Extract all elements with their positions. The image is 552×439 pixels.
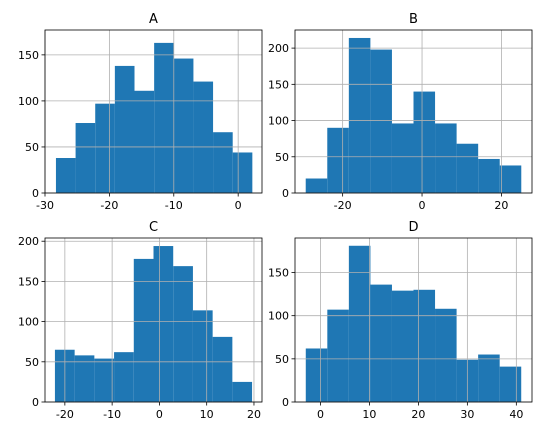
y-tick-label: 0 [282,187,289,200]
bar [327,127,349,193]
bar [75,123,96,193]
x-tick-label: 20 [411,408,425,421]
x-tick-label: 0 [317,408,324,421]
bar [370,284,392,402]
x-tick-label: 10 [362,408,376,421]
bar [114,65,135,193]
y-tick-label: 150 [18,275,39,288]
x-tick-label: 0 [156,408,163,421]
bar [435,123,457,193]
bar [114,352,134,402]
bar [370,49,392,194]
bar [327,309,349,402]
x-tick-label: 20 [247,408,261,421]
y-tick-label: 150 [268,267,289,280]
subplot-title: D [408,220,418,235]
bar [95,103,115,193]
y-tick-label: 50 [275,151,289,164]
bar [499,366,522,402]
bar [413,289,436,402]
bar [153,246,174,402]
axes-frame [44,237,263,403]
bar [74,355,95,402]
bar [193,81,214,193]
bar [173,58,194,194]
bar [478,354,500,402]
x-tick-label: 40 [509,408,523,421]
bar [348,245,371,402]
bar [154,42,174,193]
bar [391,290,414,402]
bar [435,308,457,402]
x-tick-label: 30 [460,408,474,421]
axes-frame [294,237,533,403]
x-tick-label: -10 [165,199,183,212]
bar [456,143,479,193]
bar [232,152,253,193]
x-tick-label: 0 [419,199,426,212]
y-tick-label: 200 [18,235,39,248]
x-tick-label: -20 [100,199,118,212]
y-tick-label: 200 [268,42,289,55]
bar [192,310,213,402]
x-tick-label: 20 [494,199,508,212]
bar [413,91,436,193]
y-tick-label: 50 [25,141,39,154]
bar [305,348,328,402]
bar [305,178,328,193]
y-tick-label: 0 [32,396,39,409]
axes-frame [44,29,263,194]
y-tick-label: 0 [32,187,39,200]
x-tick-label: 0 [235,199,242,212]
y-tick-label: 50 [25,356,39,369]
x-tick-label: -30 [36,199,54,212]
axes-frame [294,29,533,194]
bar [133,258,154,402]
bar [232,381,253,402]
bar [478,158,500,193]
x-tick-label: -20 [334,199,352,212]
x-tick-label: -10 [103,408,121,421]
bar [212,336,233,402]
subplot-title: A [149,12,158,27]
bar [391,123,414,193]
x-tick-label: -20 [56,408,74,421]
y-tick-label: 150 [268,78,289,91]
bar [213,132,233,193]
y-tick-label: 50 [275,353,289,366]
bar [499,165,522,193]
y-tick-label: 100 [18,95,39,108]
bar [134,90,155,193]
bar [94,358,115,402]
y-tick-label: 100 [268,310,289,323]
bar [173,266,193,402]
x-tick-label: 10 [200,408,214,421]
y-tick-label: 100 [18,316,39,329]
subplot-title: C [149,220,158,235]
y-tick-label: 150 [18,49,39,62]
bar [348,37,371,193]
y-tick-label: 0 [282,396,289,409]
bar [55,158,76,193]
subplot-title: B [409,12,418,27]
y-tick-label: 100 [268,115,289,128]
